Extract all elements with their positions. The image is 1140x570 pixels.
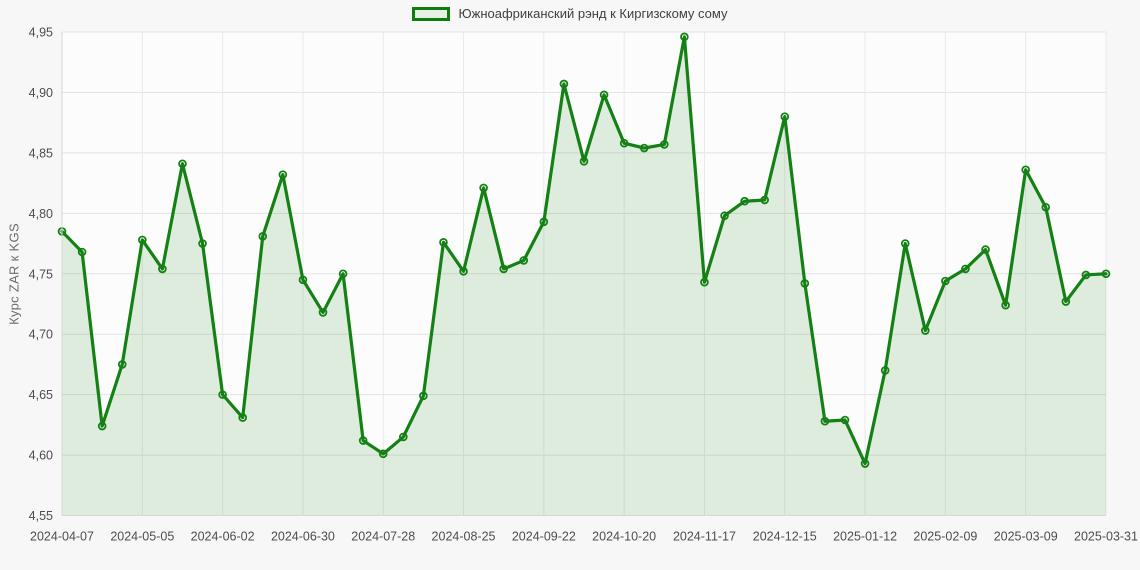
data-point-marker[interactable] — [680, 32, 689, 42]
y-tick-label: 4,85 — [29, 146, 53, 160]
data-point-marker[interactable] — [278, 170, 288, 179]
x-tick-label: 2025-03-09 — [994, 530, 1058, 544]
data-point-marker[interactable] — [1001, 300, 1010, 310]
x-tick-label: 2025-03-31 — [1074, 530, 1138, 544]
data-point-marker[interactable] — [599, 90, 609, 100]
data-point-marker[interactable] — [559, 79, 569, 89]
data-point-marker[interactable] — [660, 140, 669, 149]
y-tick-label: 4,95 — [29, 26, 53, 40]
data-point-marker[interactable] — [378, 449, 388, 459]
data-point-marker[interactable] — [419, 391, 428, 401]
data-point-marker[interactable] — [1061, 297, 1071, 306]
y-tick-label: 4,65 — [29, 388, 53, 402]
data-point-marker[interactable] — [479, 183, 488, 193]
y-tick-label: 4,60 — [29, 449, 53, 463]
y-tick-label: 4,75 — [29, 267, 53, 281]
series-line[interactable] — [60, 35, 1108, 466]
data-point-marker[interactable] — [399, 432, 408, 442]
data-point-marker[interactable] — [1101, 269, 1111, 279]
data-point-marker[interactable] — [740, 196, 749, 206]
data-point-marker[interactable] — [800, 279, 810, 288]
data-point-marker[interactable] — [880, 366, 890, 375]
data-point-marker[interactable] — [921, 326, 930, 335]
x-tick-label: 2024-04-07 — [30, 530, 94, 544]
data-point-marker[interactable] — [1021, 165, 1030, 175]
x-tick-label: 2024-06-30 — [271, 530, 335, 544]
x-tick-label: 2024-08-25 — [432, 530, 496, 544]
y-tick-label: 4,90 — [29, 86, 53, 100]
data-point-marker[interactable] — [900, 239, 910, 248]
x-tick-label: 2024-12-15 — [753, 530, 817, 544]
data-point-marker[interactable] — [700, 277, 709, 287]
data-point-marker[interactable] — [117, 360, 127, 369]
data-point-marker[interactable] — [1081, 270, 1091, 280]
data-point-marker[interactable] — [1041, 202, 1051, 212]
y-axis-title: Курс ZAR к KGS — [6, 223, 22, 325]
data-point-marker[interactable] — [519, 256, 529, 265]
data-point-marker[interactable] — [218, 390, 227, 399]
data-point-marker[interactable] — [820, 416, 830, 426]
x-tick-label: 2024-10-20 — [592, 530, 656, 544]
data-point-marker[interactable] — [860, 459, 870, 468]
x-tick-label: 2025-01-12 — [833, 530, 897, 544]
data-point-marker[interactable] — [258, 231, 268, 241]
y-tick-label: 4,55 — [29, 509, 53, 523]
data-point-marker[interactable] — [579, 157, 589, 166]
series-area — [62, 36, 1106, 516]
data-point-marker[interactable] — [318, 308, 328, 317]
x-tick-label: 2024-09-22 — [512, 530, 576, 544]
data-point-marker[interactable] — [639, 143, 649, 153]
chart-legend[interactable]: Южноафриканский рэнд к Киргизскому сому — [0, 6, 1140, 21]
data-point-marker[interactable] — [138, 235, 147, 245]
data-point-marker[interactable] — [619, 138, 629, 148]
y-tick-label: 4,80 — [29, 207, 53, 221]
data-point-marker[interactable] — [961, 264, 970, 274]
x-tick-label: 2024-06-02 — [191, 530, 255, 544]
data-point-marker[interactable] — [840, 415, 850, 425]
x-tick-label: 2025-02-09 — [913, 530, 977, 544]
data-point-marker[interactable] — [358, 436, 368, 445]
legend-label: Южноафриканский рэнд к Киргизскому сому — [458, 6, 728, 21]
data-point-marker[interactable] — [720, 211, 729, 221]
data-point-marker[interactable] — [97, 421, 107, 431]
x-tick-label: 2024-05-05 — [110, 530, 174, 544]
data-point-marker[interactable] — [499, 264, 508, 274]
x-tick-label: 2024-07-28 — [351, 530, 415, 544]
data-point-marker[interactable] — [198, 239, 207, 248]
data-point-marker[interactable] — [780, 112, 790, 121]
data-point-marker[interactable] — [941, 276, 950, 286]
legend-swatch-icon — [412, 6, 451, 21]
data-point-marker[interactable] — [760, 195, 769, 205]
data-point-marker[interactable] — [298, 275, 308, 285]
data-point-marker[interactable] — [178, 159, 187, 169]
data-point-marker[interactable] — [238, 413, 247, 422]
data-point-marker[interactable] — [459, 267, 468, 276]
data-point-marker[interactable] — [981, 245, 990, 254]
data-point-marker[interactable] — [539, 217, 549, 227]
x-tick-label: 2024-11-17 — [673, 530, 736, 544]
y-tick-label: 4,70 — [29, 328, 53, 342]
data-point-marker[interactable] — [158, 264, 167, 274]
data-point-marker[interactable] — [338, 269, 348, 279]
data-point-marker[interactable] — [77, 247, 87, 257]
data-point-marker[interactable] — [439, 238, 448, 247]
